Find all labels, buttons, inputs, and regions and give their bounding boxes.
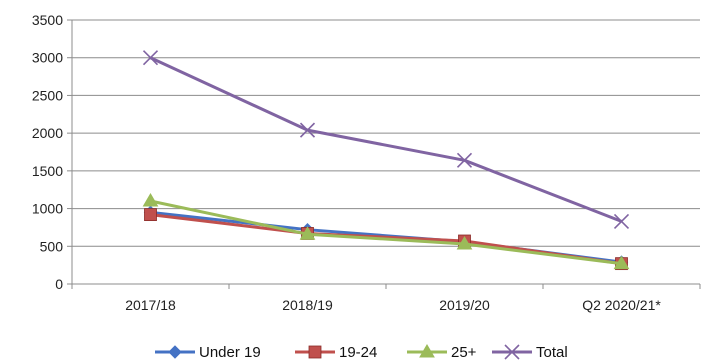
data-point [456, 152, 473, 168]
x-axis-ticks: 2017/18 2018/19 2019/20 Q2 2020/21* [71, 284, 701, 313]
data-point [299, 122, 316, 138]
legend-item: 19-24 [295, 344, 377, 361]
legend-label: Total [536, 344, 568, 361]
legend-label: 19-24 [339, 344, 377, 361]
legend-item: Under 19 [155, 344, 261, 361]
series-group [142, 50, 630, 271]
y-tick-label: 1000 [32, 201, 63, 217]
y-tick-label: 3500 [32, 12, 63, 28]
data-point [299, 226, 316, 240]
series-line [149, 56, 623, 223]
data-point [613, 213, 630, 229]
y-tick-label: 3000 [32, 50, 63, 66]
series-25- [142, 193, 630, 270]
y-tick-label: 2000 [32, 125, 63, 141]
legend: Under 19 19-24 25+ Total [155, 344, 568, 361]
series-line [150, 199, 622, 266]
x-tick-label: 2017/18 [125, 297, 176, 313]
y-axis-ticks: 0 500 1000 1500 2000 2500 3000 3500 [32, 12, 72, 292]
y-tick-label: 0 [55, 276, 63, 292]
data-point [142, 50, 159, 66]
legend-marker [308, 345, 322, 359]
y-tick-label: 1500 [32, 163, 63, 179]
legend-label: 25+ [451, 344, 477, 361]
x-tick-label: Q2 2020/21* [582, 297, 661, 313]
x-tick-label: 2019/20 [439, 297, 490, 313]
series-total [142, 50, 630, 229]
legend-marker [504, 344, 520, 360]
axes [71, 20, 700, 285]
legend-marker [419, 344, 435, 358]
legend-label: Under 19 [199, 344, 261, 361]
x-tick-label: 2018/19 [282, 297, 333, 313]
legend-item: 25+ [407, 344, 477, 361]
data-point [613, 255, 630, 270]
y-tick-label: 2500 [32, 87, 63, 103]
legend-marker [168, 345, 182, 359]
legend-item: Total [492, 344, 568, 361]
data-point [144, 208, 157, 222]
y-tick-label: 500 [40, 238, 64, 254]
gridlines [72, 19, 700, 247]
data-point [142, 193, 159, 207]
data-point [456, 236, 473, 250]
